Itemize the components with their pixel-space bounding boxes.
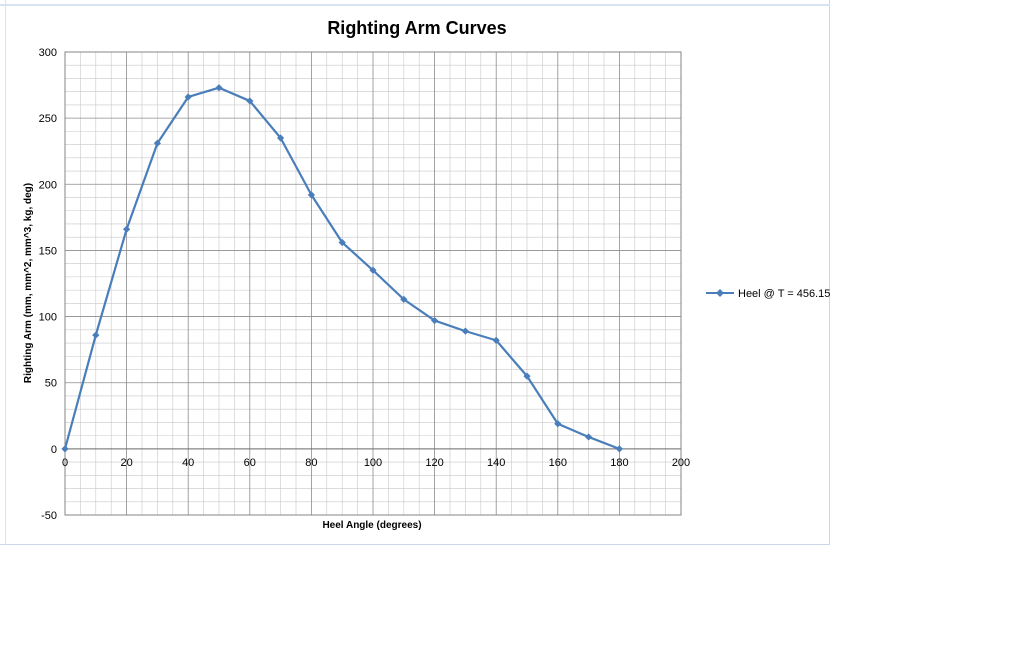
x-tick-label: 20 bbox=[120, 457, 132, 469]
y-tick-label: 100 bbox=[39, 312, 57, 324]
y-tick-label: 50 bbox=[45, 378, 57, 390]
data-point bbox=[338, 238, 346, 247]
data-point bbox=[585, 433, 593, 441]
x-tick-label: 100 bbox=[364, 457, 382, 469]
data-point bbox=[492, 336, 500, 344]
x-tick-label: 0 bbox=[62, 457, 68, 469]
chart-title: Righting Arm Curves bbox=[327, 18, 506, 38]
data-point bbox=[277, 134, 285, 142]
y-tick-label: 200 bbox=[39, 179, 57, 191]
data-point bbox=[615, 445, 623, 453]
y-tick-label: -50 bbox=[41, 510, 57, 522]
data-point bbox=[92, 331, 100, 339]
window-top-border bbox=[0, 0, 830, 6]
y-tick-label: 300 bbox=[39, 47, 57, 59]
x-tick-label: 80 bbox=[305, 457, 317, 469]
x-tick-label: 160 bbox=[549, 457, 567, 469]
y-tick-label: 250 bbox=[39, 113, 57, 125]
x-axis-title: Heel Angle (degrees) bbox=[322, 520, 421, 531]
data-point bbox=[307, 191, 315, 199]
data-point bbox=[184, 93, 192, 101]
chart-area bbox=[0, 0, 830, 545]
data-point bbox=[461, 327, 469, 335]
x-tick-label: 140 bbox=[487, 457, 505, 469]
x-tick-label: 120 bbox=[425, 457, 443, 469]
x-axis-tick-labels: 0 20 40 60 80 100 120 140 160 180 200 bbox=[62, 457, 690, 469]
legend-marker-diamond bbox=[716, 289, 724, 297]
data-point bbox=[123, 225, 131, 233]
y-axis-title: Righting Arm (mm, mm^2, mm^3, kg, deg) bbox=[23, 183, 34, 383]
righting-arm-chart[interactable]: Righting Arm Curves -5005010015020025030… bbox=[0, 0, 830, 545]
x-tick-label: 40 bbox=[182, 457, 194, 469]
y-axis-tick-labels: -50 0 50 100 150 200 250 300 bbox=[39, 47, 57, 522]
x-tick-label: 180 bbox=[610, 457, 628, 469]
data-point bbox=[523, 372, 531, 380]
x-tick-label: 200 bbox=[672, 457, 690, 469]
x-tick-label: 60 bbox=[244, 457, 256, 469]
data-point bbox=[246, 97, 254, 105]
data-point bbox=[369, 266, 377, 274]
plot-area-border bbox=[64, 51, 682, 516]
data-point bbox=[153, 139, 161, 147]
window-left-border bbox=[0, 0, 6, 545]
y-tick-label: 150 bbox=[39, 245, 57, 257]
data-point bbox=[215, 84, 223, 92]
series-heel bbox=[61, 84, 623, 453]
legend: Heel @ T = 456.156 bbox=[706, 288, 830, 300]
data-point bbox=[554, 420, 562, 428]
legend-label: Heel @ T = 456.156 bbox=[738, 288, 830, 300]
data-point bbox=[61, 445, 69, 453]
y-tick-label: 0 bbox=[51, 444, 57, 456]
data-point bbox=[431, 316, 439, 325]
data-point bbox=[400, 295, 408, 303]
